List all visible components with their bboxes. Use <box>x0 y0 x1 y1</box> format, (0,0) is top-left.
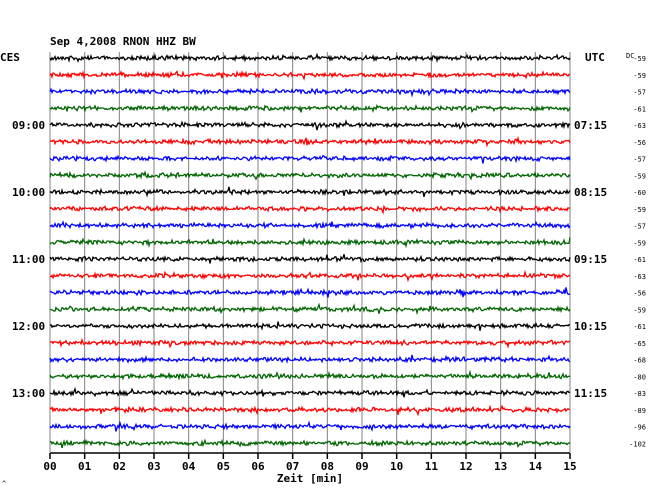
chart-title: Sep 4,2008 RNON HHZ BW <box>50 35 196 48</box>
hour-label: 11:00 <box>12 253 45 266</box>
dc-offset-value: -83 <box>633 390 646 398</box>
x-tick-label: 02 <box>113 460 126 473</box>
trace-line <box>49 154 571 164</box>
trace-line <box>49 337 571 349</box>
dc-offset-value: -61 <box>633 256 646 264</box>
trace-line <box>49 438 571 449</box>
x-tick-label: 06 <box>251 460 265 473</box>
dc-offset-value: -59 <box>633 172 646 180</box>
x-tick-label: 15 <box>563 460 576 473</box>
trace-line <box>49 420 571 432</box>
hour-label: 10:15 <box>574 320 607 333</box>
dc-offset-value: -57 <box>633 156 646 164</box>
x-tick-label: 03 <box>147 460 160 473</box>
dc-offset-value: -59 <box>633 55 646 63</box>
hour-label: 10:00 <box>12 186 45 199</box>
trace-line <box>49 70 571 81</box>
dc-offset-value: -61 <box>633 323 646 331</box>
x-axis-label: Zeit [min] <box>277 472 343 485</box>
trace-line <box>49 103 571 114</box>
trace-line <box>49 119 571 131</box>
x-tick-label: 09 <box>355 460 368 473</box>
hour-label: 13:00 <box>12 387 45 400</box>
hour-label: 12:00 <box>12 320 45 333</box>
x-tick-label: 11 <box>425 460 439 473</box>
x-tick-label: 01 <box>78 460 92 473</box>
dc-offset-value: -59 <box>633 239 646 247</box>
dc-offset-value: -80 <box>633 373 646 381</box>
trace-group <box>49 52 571 449</box>
dc-offset-value: -59 <box>633 72 646 80</box>
dc-offset-value: -59 <box>633 306 646 314</box>
dc-offset-value: -59 <box>633 206 646 214</box>
trace-line <box>49 354 571 364</box>
hour-label: 08:15 <box>574 186 607 199</box>
dc-label: DC <box>626 52 634 60</box>
dc-offset-value: -96 <box>633 424 646 432</box>
minute-grid <box>49 52 571 452</box>
dc-offset-value: -65 <box>633 340 646 348</box>
trace-line <box>49 186 571 198</box>
dc-offset-value: -56 <box>633 139 646 147</box>
trace-line <box>49 254 571 264</box>
x-tick-label: 00 <box>43 460 56 473</box>
dc-offset-value: -63 <box>633 273 646 281</box>
dc-offset-value: -57 <box>633 89 646 97</box>
trace-line <box>49 287 571 298</box>
trace-line <box>49 269 571 283</box>
x-tick-label: 13 <box>494 460 507 473</box>
x-tick-label: 04 <box>182 460 196 473</box>
trace-line <box>49 369 571 381</box>
trace-line <box>49 135 571 148</box>
dc-offset-value: -57 <box>633 223 646 231</box>
left-timezone-label: CES <box>0 51 20 64</box>
x-axis: 00 01 02 03 04 05 06 07 08 09 10 11 12 13 14 15 <box>43 452 577 473</box>
trace-line <box>49 321 571 331</box>
dc-offset-value: -63 <box>633 122 646 130</box>
x-tick-label: 05 <box>217 460 230 473</box>
hour-label: 07:15 <box>574 119 607 132</box>
dc-offset-value: -56 <box>633 290 646 298</box>
x-tick-label: 08 <box>321 460 334 473</box>
hour-label: 11:15 <box>574 387 607 400</box>
corner-mark: ^ <box>2 480 6 488</box>
trace-line <box>49 87 571 98</box>
right-hour-labels: 07:15 08:15 09:15 10:15 11:15 <box>574 119 607 400</box>
trace-line <box>49 237 571 249</box>
x-tick-label: 10 <box>390 460 403 473</box>
right-timezone-label: UTC <box>585 51 605 64</box>
trace-line <box>49 52 571 64</box>
dc-offset-value: -61 <box>633 105 646 113</box>
x-tick-label: 12 <box>459 460 472 473</box>
dc-offset-value: -89 <box>633 407 646 415</box>
trace-line <box>49 220 571 230</box>
hour-label: 09:00 <box>12 119 45 132</box>
x-tick-label: 07 <box>286 460 299 473</box>
trace-line <box>49 404 571 417</box>
dc-offset-value: -102 <box>629 440 646 448</box>
trace-line <box>49 386 571 398</box>
trace-line <box>49 204 571 215</box>
dc-offset-value: -68 <box>633 357 646 365</box>
dc-offset-values: -59 -59 -57 -61 -63 -56 -57 -59 -60 -59 -57 -59 -61 -… <box>629 55 646 448</box>
dc-offset-value: -60 <box>633 189 646 197</box>
trace-line <box>49 302 571 316</box>
hour-label: 09:15 <box>574 253 607 266</box>
trace-line <box>49 170 571 181</box>
x-tick-label: 14 <box>529 460 543 473</box>
left-hour-labels: 09:00 10:00 11:00 12:00 13:00 <box>12 119 45 400</box>
